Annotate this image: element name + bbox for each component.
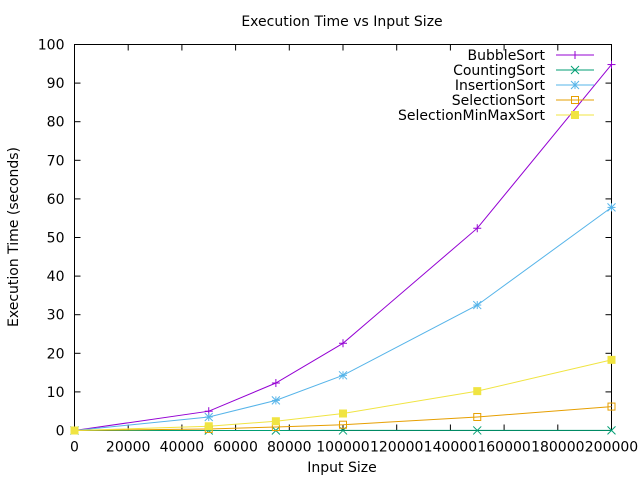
- y-tick-label: 50: [47, 231, 65, 247]
- legend-marker-bubblesort: [571, 51, 579, 59]
- legend-marker-selectionsort: [571, 96, 579, 104]
- data-point-selectionminmaxsort: [607, 355, 616, 364]
- x-tick-label: 40000: [160, 440, 205, 456]
- legend-label-bubblesort: BubbleSort: [468, 48, 546, 64]
- x-tick-label: 140000: [424, 440, 477, 456]
- y-tick-label: 20: [47, 346, 65, 362]
- x-tick-label: 0: [70, 440, 79, 456]
- x-tick-label: 180000: [531, 440, 584, 456]
- data-point-selectionsort: [473, 412, 482, 421]
- data-point-insertionsort: [338, 370, 348, 380]
- data-point-insertionsort: [271, 396, 281, 405]
- x-tick-label: 160000: [477, 440, 530, 456]
- x-tick-label: 60000: [213, 440, 258, 456]
- data-point-selectionminmaxsort: [271, 417, 280, 426]
- x-tick-label: 120000: [370, 440, 423, 456]
- data-point-bubblesort: [607, 60, 616, 69]
- series-line-bubblesort: [74, 64, 612, 431]
- data-point-selectionminmaxsort: [339, 409, 347, 418]
- data-point-insertionsort: [472, 300, 482, 310]
- y-tick-label: 60: [47, 192, 65, 208]
- legend: BubbleSortCountingSortInsertionSortSelec…: [398, 48, 594, 124]
- legend-label-insertionsort: InsertionSort: [455, 78, 546, 94]
- series-line-selectionminmaxsort: [74, 359, 612, 431]
- legend-label-countingsort: CountingSort: [453, 63, 545, 79]
- y-axis-title: Execution Time (seconds): [6, 147, 22, 327]
- legend-label-selectionsort: SelectionSort: [452, 93, 546, 109]
- y-tick-label: 0: [56, 424, 65, 440]
- data-point-insertionsort: [204, 412, 214, 422]
- series-line-insertionsort: [74, 206, 612, 431]
- data-point-selectionminmaxsort: [70, 426, 79, 435]
- y-tick-label: 30: [47, 308, 65, 324]
- data-point-bubblesort: [271, 379, 280, 388]
- y-tick-label: 80: [47, 115, 65, 131]
- data-point-selectionsort: [607, 402, 616, 411]
- legend-marker-insertionsort: [570, 80, 580, 90]
- x-tick-label: 80000: [267, 440, 312, 456]
- data-point-selectionsort: [339, 420, 347, 429]
- series-line-selectionsort: [74, 406, 612, 431]
- y-tick-label: 100: [38, 38, 65, 54]
- legend-label-selectionminmaxsort: SelectionMinMaxSort: [398, 108, 546, 124]
- data-point-countingsort: [472, 426, 482, 435]
- x-tick-label: 200000: [585, 440, 638, 456]
- data-point-selectionminmaxsort: [204, 422, 213, 431]
- legend-marker-selectionminmaxsort: [571, 111, 579, 119]
- data-point-countingsort: [607, 426, 616, 435]
- series-layer: [70, 60, 616, 435]
- y-tick-label: 40: [47, 269, 65, 285]
- y-tick-label: 10: [47, 385, 65, 401]
- y-tick-label: 70: [47, 153, 65, 169]
- data-point-bubblesort: [473, 224, 482, 233]
- axis-ticks: 0 10 20 30 40 50 60 70 80 90 100 0 20000 40000 60000 80…: [38, 38, 638, 456]
- y-tick-label: 90: [47, 76, 65, 92]
- data-point-insertionsort: [607, 203, 616, 212]
- x-tick-label: 20000: [106, 440, 151, 456]
- x-tick-label: 100000: [316, 440, 369, 456]
- legend-marker-countingsort: [570, 65, 580, 75]
- chart-title: Execution Time vs Input Size: [241, 14, 442, 30]
- x-axis-title: Input Size: [307, 460, 376, 476]
- data-point-selectionminmaxsort: [473, 387, 482, 396]
- data-point-bubblesort: [339, 339, 347, 348]
